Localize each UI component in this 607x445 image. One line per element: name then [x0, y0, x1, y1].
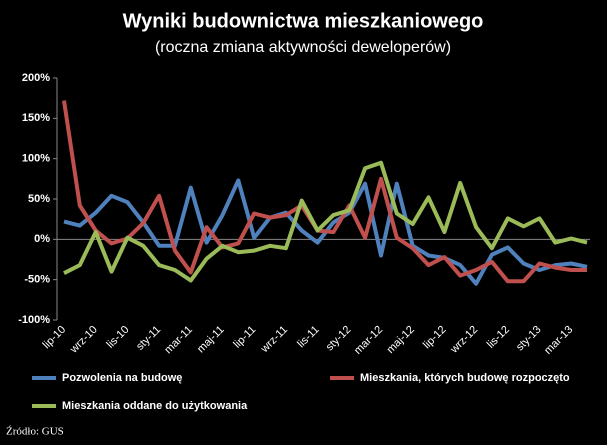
source: Źródło: GUS	[6, 426, 64, 438]
series-line	[62, 100, 587, 284]
legend-label: Mieszkania, których budowę rozpoczęto	[360, 372, 570, 384]
y-tick-label: 0%	[34, 233, 50, 245]
y-tick-label: -100%	[18, 314, 50, 326]
y-tick-label: 150%	[22, 112, 50, 124]
y-tick-label: 50%	[28, 193, 50, 205]
legend-label: Pozwolenia na budowę	[62, 372, 182, 384]
y-tick-label: 200%	[22, 72, 50, 84]
y-tick-label: 100%	[22, 153, 50, 165]
chart-title: Wyniki budownictwa mieszkaniowego	[123, 10, 484, 32]
legend-label: Mieszkania oddane do użytkowania	[62, 400, 248, 412]
y-tick-label: -50%	[24, 274, 50, 286]
chart-subtitle: (roczna zmiana aktywności deweloperów)	[155, 39, 451, 56]
series-line	[63, 160, 588, 283]
